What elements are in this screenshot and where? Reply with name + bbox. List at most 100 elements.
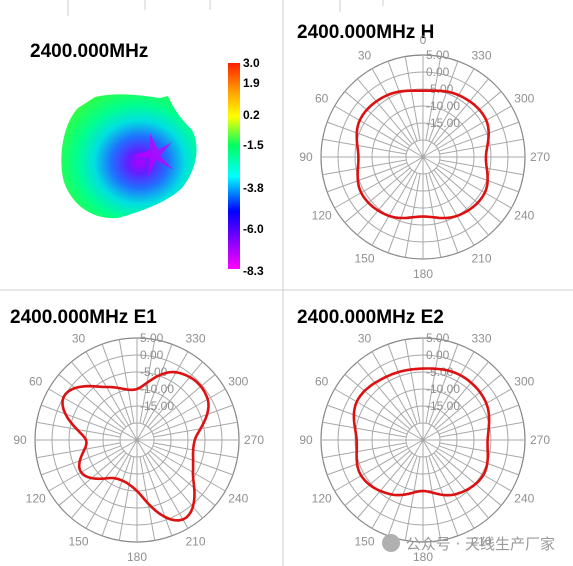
grid-spoke [118,339,135,424]
grid-spoke [428,60,459,142]
grid-spoke [58,374,125,430]
grid-spoke [334,388,424,441]
grid-spoke [322,442,407,459]
grid-spoke [435,374,502,430]
grid-spoke [425,56,442,141]
angle-tick-label: 60 [315,375,329,389]
grid-spoke [371,68,424,158]
grid-spoke [101,455,132,537]
angle-tick-label: 60 [29,375,43,389]
angle-tick-label: 30 [358,49,372,63]
grid-spoke [322,159,407,176]
grid-spoke [371,439,424,529]
angle-tick-label: 300 [514,375,534,389]
panel-title: 2400.000MHz E2 [297,307,444,328]
grid-spoke [387,60,418,142]
angle-tick-label: 300 [228,375,248,389]
angle-tick-label: 210 [185,534,205,548]
grid-spoke [153,442,238,459]
grid-spoke [357,169,413,236]
grid-spoke [435,91,502,147]
grid-spoke [357,78,413,145]
angle-tick-label: 330 [185,332,205,346]
grid-spoke [433,169,489,236]
polar-panel-1: 2400.000MHz H 5.00 0.00 -5.00 -10.00 -15.00 0 3… [297,22,550,281]
colorbar-tick-label: 3.0 [243,56,260,70]
panel-title: 2400.000MHz E1 [10,307,157,328]
angle-tick-label: 210 [471,534,491,548]
angle-tick-label: 120 [312,209,332,223]
angle-tick-label: 120 [312,492,332,506]
grid-spoke [40,404,122,435]
grid-spoke [85,351,138,441]
grid-spoke [435,167,502,223]
polar-panel-3: 2400.000MHz E25.000.00-5.00-10.00-15.003… [297,307,550,564]
grid-spoke [326,162,408,193]
angle-tick-label: 240 [514,492,534,506]
angle-tick-label: 180 [127,550,147,564]
grid-spoke [438,445,520,476]
grid-spoke [357,452,413,519]
grid-spoke [433,452,489,519]
grid-spoke [71,361,127,428]
grid-spoke [136,388,226,441]
grid-spoke [142,343,173,425]
colorbar-tick-label: 1.9 [243,76,260,90]
grid-spoke [153,421,238,438]
grid-spoke [425,173,442,258]
grid-spoke [422,388,512,441]
grid-spoke [404,339,421,424]
grid-spoke [326,445,408,476]
grid-spoke [387,172,418,254]
grid-spoke [101,343,132,425]
pattern-3d-blob [61,94,197,219]
grid-spoke [139,456,156,541]
grid-spoke [404,173,421,258]
grid-spoke [387,343,418,425]
grid-spoke [326,404,408,435]
grid-spoke [334,105,424,158]
angle-tick-label: 270 [244,433,264,447]
grid-spoke [118,456,135,541]
angle-tick-label: 180 [413,550,433,564]
angle-tick-label: 240 [228,492,248,506]
grid-spoke [422,68,475,158]
grid-spoke [85,439,138,529]
angle-tick-label: 270 [530,150,550,164]
angle-tick-label: 0 [420,33,427,47]
grid-spoke [422,105,512,158]
grid-spoke [344,450,411,506]
radial-tick-label: -10.00 [426,382,460,396]
grid-spoke [334,439,424,492]
radial-tick-label: 5.00 [426,331,450,345]
grid-spoke [439,159,524,176]
angle-tick-label: 180 [413,267,433,281]
grid-spoke [425,339,442,424]
colorbar-tick-label: -1.5 [243,138,264,152]
grid-spoke [433,361,489,428]
grid-spoke [326,121,408,152]
radial-tick-label: 5.00 [140,331,164,345]
grid-spoke [439,421,524,438]
grid-spoke [136,351,189,441]
panel-title-3d: 2400.000MHz [30,41,148,62]
grid-spoke [36,442,121,459]
angle-tick-label: 120 [26,492,46,506]
grid-spoke [149,450,216,506]
grid-spoke [152,404,234,435]
grid-spoke [422,156,512,209]
colorbar-tick-label: -8.3 [243,264,264,278]
angle-tick-label: 90 [299,433,313,447]
grid-spoke [422,156,475,246]
grid-spoke [147,361,203,428]
grid-spoke [344,374,411,430]
grid-spoke [136,439,226,492]
colorbar-tick-label: -3.8 [243,181,264,195]
radial-tick-label: -15.00 [426,399,460,413]
grid-spoke [438,121,520,152]
grid-spoke [422,439,475,529]
angle-tick-label: 150 [68,534,88,548]
angle-tick-label: 300 [514,92,534,106]
angle-tick-label: 30 [358,332,372,346]
